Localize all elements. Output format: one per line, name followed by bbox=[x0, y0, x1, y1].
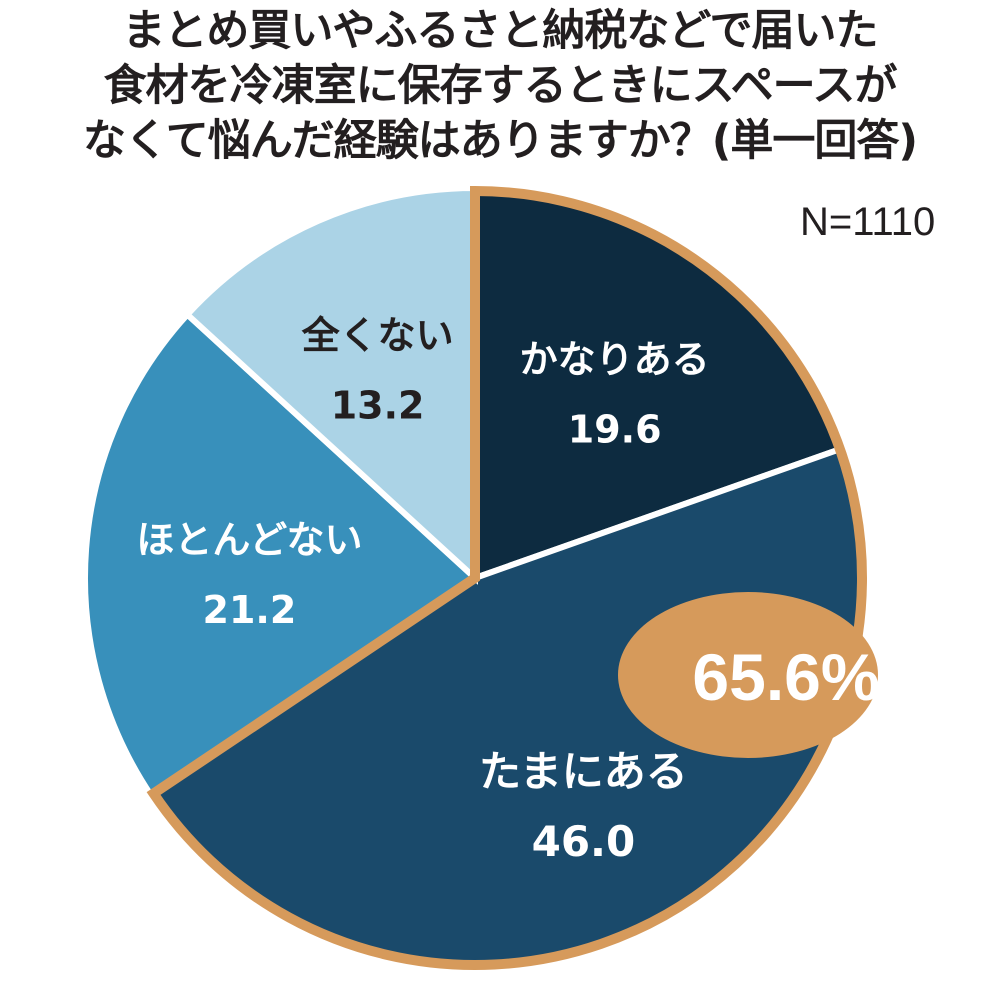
highlight-outline bbox=[146, 185, 867, 970]
highlight-total-badge bbox=[618, 592, 878, 758]
sample-size-label: N=1110 bbox=[800, 200, 936, 244]
slice-value-label: 13.2 bbox=[331, 384, 425, 428]
slice-category-label: かなりある bbox=[520, 338, 710, 382]
slice-category-label: ほとんどない bbox=[136, 518, 362, 562]
chart-title: まとめ買いやふるさと納税などで届いた 食材を冷凍室に保存するときにスペースが な… bbox=[0, 4, 1000, 169]
title-line-2: 食材を冷凍室に保存するときにスペースが bbox=[103, 61, 898, 111]
title-line-1: まとめ買いやふるさと納税などで届いた bbox=[122, 6, 878, 56]
slice-labels: かなりある 19.6 たまにある 46.0 ほとんどない 21.2 全くない 13.2 bbox=[136, 314, 709, 866]
slice-value-label: 21.2 bbox=[203, 588, 297, 632]
highlight-total-label: 65.6% bbox=[692, 640, 879, 714]
title-line-3: なくて悩んだ経験はありますか？(単一回答) bbox=[82, 116, 918, 166]
pie-slice bbox=[183, 184, 478, 585]
pie-slice bbox=[82, 310, 480, 800]
slice-category-label: たまにある bbox=[479, 747, 688, 796]
slice-value-label: 19.6 bbox=[568, 408, 662, 452]
slice-value-label: 46.0 bbox=[532, 817, 636, 866]
slice-category-label: 全くない bbox=[301, 314, 454, 358]
